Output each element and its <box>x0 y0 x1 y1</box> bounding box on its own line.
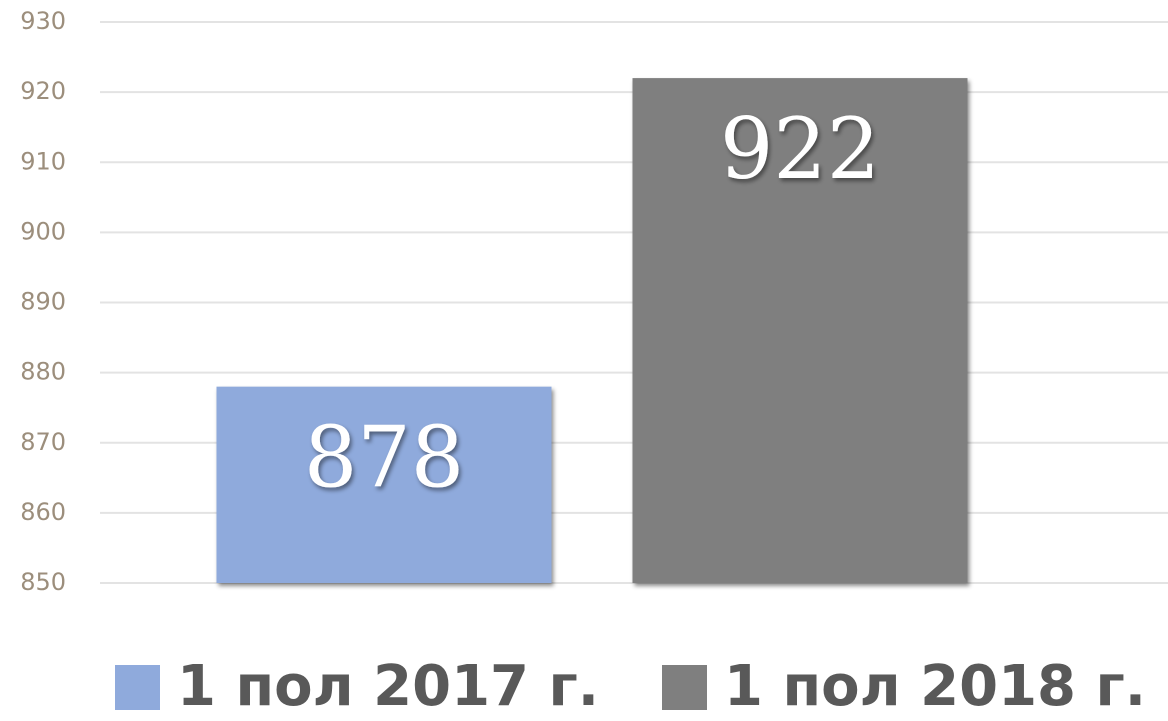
y-tick-label: 910 <box>20 147 66 175</box>
y-tick-label: 870 <box>20 428 66 456</box>
y-tick-label: 920 <box>20 77 66 105</box>
legend-swatch <box>115 665 160 710</box>
data-label: 878 <box>304 409 464 507</box>
y-tick-label: 930 <box>20 7 66 35</box>
legend-label: 1 пол 2018 г. <box>724 654 1146 719</box>
y-tick-label: 860 <box>20 498 66 526</box>
legend-label: 1 пол 2017 г. <box>177 654 599 719</box>
data-label: 922 <box>720 100 880 198</box>
y-tick-label: 890 <box>20 288 66 316</box>
bar <box>632 78 968 583</box>
y-tick-label: 900 <box>20 217 66 245</box>
y-tick-label: 880 <box>20 358 66 386</box>
y-tick-label: 850 <box>20 568 66 596</box>
legend-swatch <box>662 665 707 710</box>
bar <box>216 386 552 583</box>
